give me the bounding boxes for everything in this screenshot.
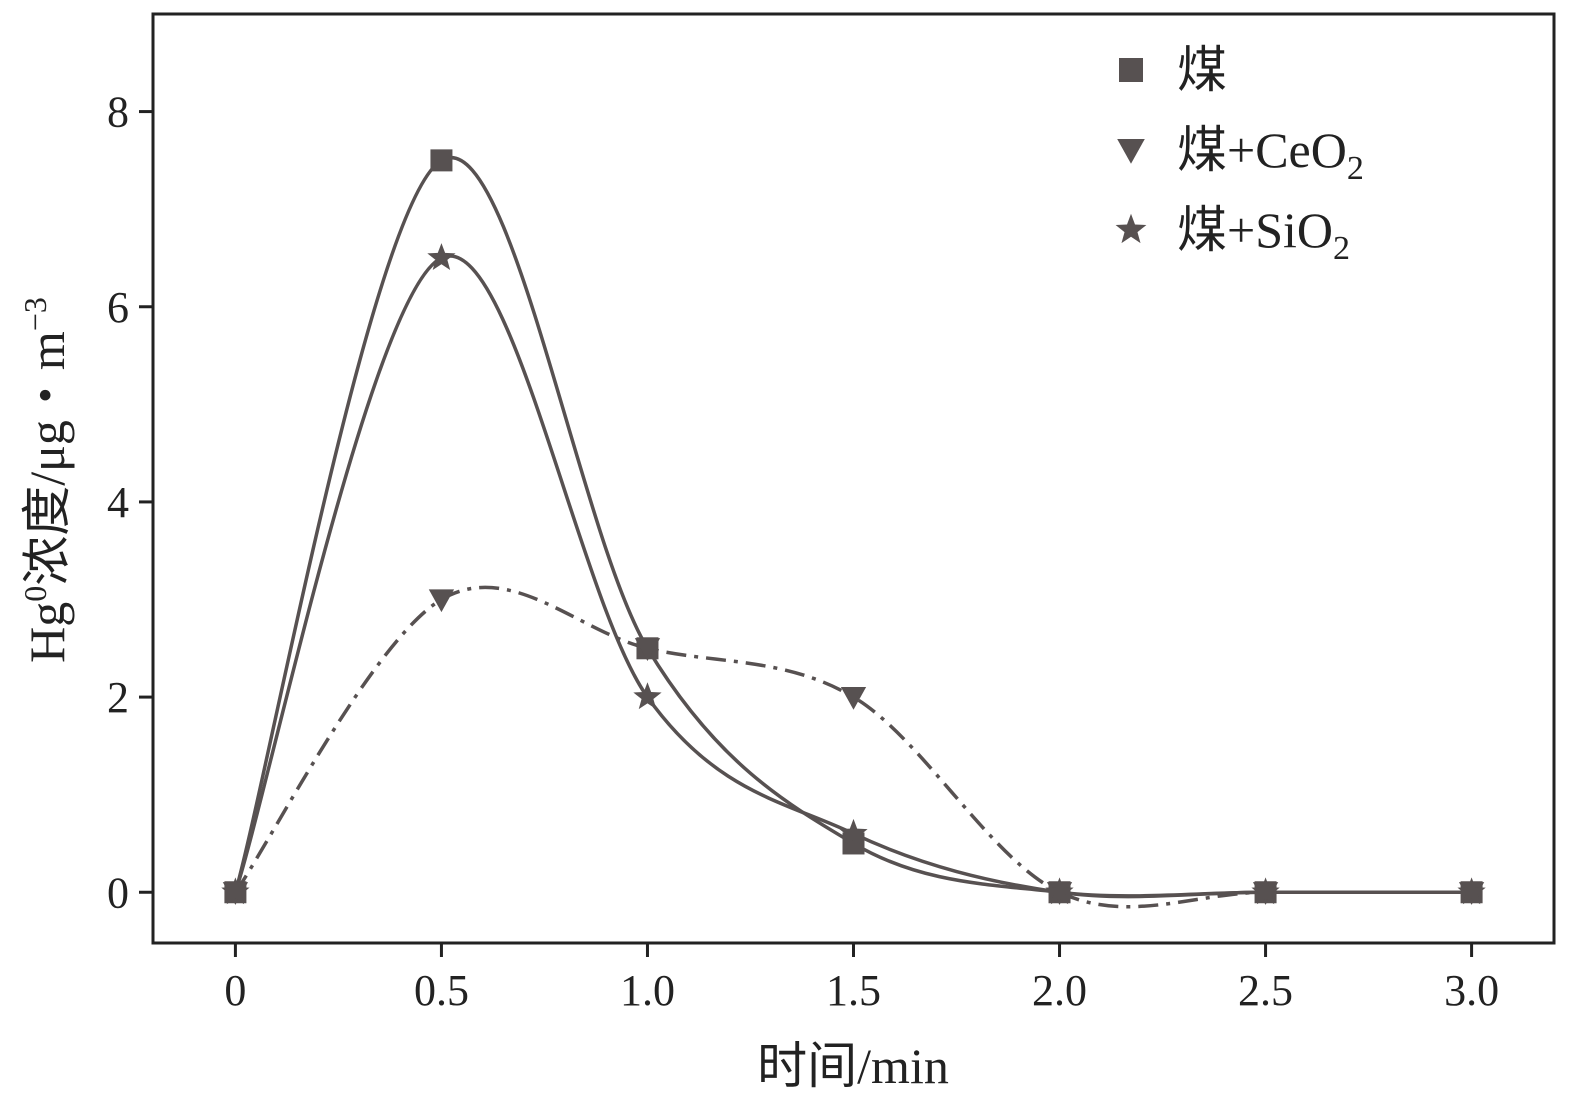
data-point-star [1457, 877, 1486, 905]
legend-marker-square [1119, 58, 1143, 82]
data-point-star [427, 243, 456, 270]
series-line-1 [233, 585, 1472, 909]
data-point-triangle-down [840, 686, 867, 710]
legend-label-sub: 2 [1333, 230, 1350, 267]
y-tick-label: 2 [107, 673, 129, 722]
x-tick-label: 3.0 [1444, 966, 1499, 1015]
y-tick-label: 4 [107, 478, 129, 527]
legend-label-main: 煤+SiO [1177, 202, 1333, 258]
y-tick-label: 0 [107, 868, 129, 917]
data-point-star [633, 682, 662, 710]
legend-label-sub: 2 [1347, 150, 1364, 187]
data-point-star [221, 877, 250, 905]
x-tick-label: 2.5 [1238, 966, 1293, 1015]
data-point-star [1045, 877, 1074, 905]
x-tick-label: 2.0 [1032, 966, 1087, 1015]
x-tick-label: 0 [224, 966, 246, 1015]
y-axis-title-sup2: −3 [17, 297, 53, 331]
series-line-0 [233, 155, 1472, 898]
data-point-star [839, 818, 868, 846]
y-axis-title-main: 浓度/μg・m [19, 331, 75, 586]
legend-label: 煤+CeO2 [1177, 122, 1364, 187]
x-tick-label: 0.5 [414, 966, 469, 1015]
legend-label-main: 煤 [1177, 42, 1227, 98]
y-tick-label: 8 [107, 88, 129, 137]
series-line-2 [233, 254, 1472, 899]
data-point-square [430, 149, 453, 172]
legend-label-main: 煤+CeO [1177, 122, 1347, 178]
x-axis: 0 0.5 1.0 1.5 2.0 2.5 3.0 [224, 943, 1499, 1015]
legend-label: 煤 [1177, 42, 1227, 98]
x-tick-label: 1.0 [620, 966, 675, 1015]
x-tick-label: 1.5 [826, 966, 881, 1015]
data-point-triangle-down [634, 638, 661, 661]
x-axis-title: 时间/min [757, 1038, 949, 1094]
data-point-star [1251, 877, 1280, 905]
y-tick-label: 6 [107, 283, 129, 332]
y-axis-title: Hg0浓度/μg・m−3 [17, 297, 75, 663]
y-axis-title-prefix: Hg [19, 602, 75, 663]
legend-marker-triangle-down [1117, 138, 1145, 164]
y-axis: 0 2 4 6 8 [107, 88, 153, 917]
series-lines [233, 155, 1472, 909]
data-point-triangle-down [428, 589, 455, 613]
legend-label: 煤+SiO2 [1177, 202, 1350, 267]
legend-marker-star [1115, 213, 1147, 244]
y-axis-title-sup: 0 [17, 586, 53, 602]
series-markers [221, 149, 1486, 905]
